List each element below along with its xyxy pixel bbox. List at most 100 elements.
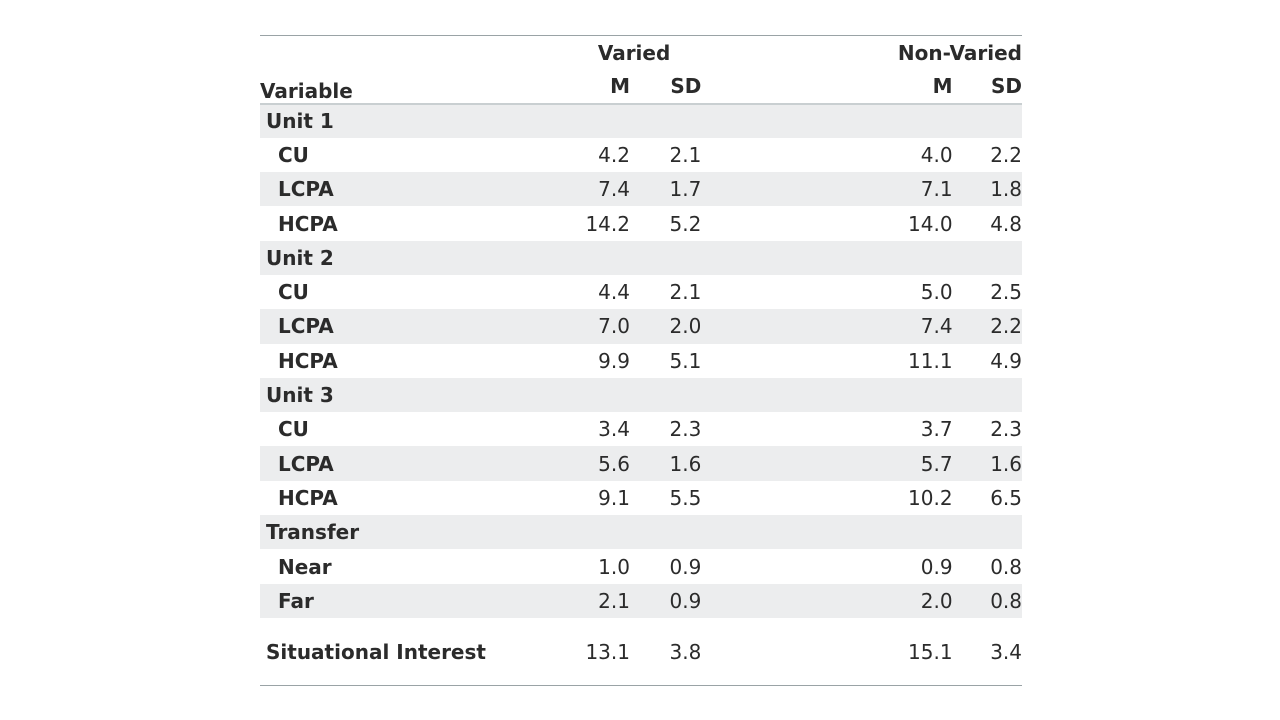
cell-varied-m: 2.1 [598,588,630,613]
cell-nonvaried-m: 10.2 [908,485,953,510]
cell-nonvaried-sd: 0.8 [990,554,1022,579]
empty-cell [701,241,858,275]
column-header-varied-m: M [536,69,630,105]
section-row: Unit 1 [260,103,1022,138]
cell-varied-m: 7.0 [598,314,630,339]
row-label: HCPA [278,211,338,236]
cell-nonvaried-m: 7.1 [920,177,953,202]
row-label: LCPA [278,177,334,202]
cell-nonvaried-sd: 4.8 [990,211,1022,236]
cell-nonvaried-m: 0.9 [920,554,953,579]
empty-cell [537,104,630,138]
table-row: LCPA 5.6 1.6 5.7 1.6 [260,446,1022,481]
table-row: LCPA 7.0 2.0 7.4 2.2 [260,309,1022,344]
cell-nonvaried-sd: 1.8 [990,177,1022,202]
table-row: Near 1.0 0.9 0.9 0.8 [260,549,1022,583]
table-row: LCPA 7.4 1.7 7.1 1.8 [260,172,1022,207]
table-row: HCPA 9.1 5.5 10.2 6.5 [260,481,1022,515]
cell-varied-m: 14.2 [585,211,630,236]
row-label: Far [278,588,314,613]
column-header-variable: Variable [260,69,537,105]
cell-varied-sd: 2.3 [669,417,702,442]
row-label: Situational Interest [266,639,486,664]
cell-varied-m: 7.4 [598,177,630,202]
cell-nonvaried-sd: 4.9 [990,348,1022,373]
row-label: LCPA [278,314,334,339]
row-label: CU [278,142,309,167]
empty-cell [858,378,953,412]
row-label: HCPA [278,348,338,373]
cell-varied-sd: 5.2 [669,211,702,236]
empty-cell [630,241,701,275]
cell-nonvaried-sd: 2.2 [990,142,1022,167]
empty-cell [630,515,701,549]
cell-nonvaried-m: 2.0 [920,588,953,613]
cell-varied-sd: 0.9 [669,588,702,613]
empty-cell [858,241,953,275]
gap-cell [701,412,858,446]
section-label: Unit 1 [266,109,334,134]
row-label: LCPA [278,451,334,476]
cell-varied-m: 9.1 [598,485,630,510]
cell-nonvaried-sd: 2.2 [990,314,1022,339]
cell-varied-sd: 1.6 [669,451,702,476]
table-row: CU 4.4 2.1 5.0 2.5 [260,275,1022,309]
table-row: Situational Interest 13.1 3.8 15.1 3.4 [260,618,1022,686]
cell-nonvaried-m: 5.7 [920,451,953,476]
row-label: HCPA [278,485,338,510]
gap-cell [701,446,858,480]
cell-varied-sd: 2.0 [669,314,702,339]
cell-varied-sd: 5.5 [669,485,702,510]
cell-varied-m: 3.4 [598,417,630,442]
cell-varied-sd: 3.8 [669,639,702,664]
table-row: CU 3.4 2.3 3.7 2.3 [260,412,1022,446]
cell-nonvaried-sd: 2.5 [990,280,1022,305]
cell-nonvaried-m: 15.1 [908,639,953,664]
cell-varied-m: 5.6 [598,451,630,476]
gap-cell [701,309,858,343]
table-row: HCPA 14.2 5.2 14.0 4.8 [260,206,1022,240]
cell-nonvaried-m: 3.7 [920,417,953,442]
group-header-row: Varied Non-Varied [260,36,1022,70]
cell-nonvaried-m: 4.0 [920,142,953,167]
cell-varied-sd: 0.9 [669,554,702,579]
cell-nonvaried-sd: 6.5 [990,485,1022,510]
empty-cell [953,515,1022,549]
empty-cell [630,378,701,412]
gap-cell [701,206,858,240]
empty-cell [858,104,953,138]
cell-nonvaried-sd: 2.3 [990,417,1022,442]
cell-nonvaried-sd: 3.4 [990,639,1022,664]
table-body: Unit 1 CU 4.2 2.1 4.0 2.2 LCPA 7.4 1.7 7.1 1.8 HCPA… [260,103,1022,686]
section-label: Transfer [266,520,360,545]
cell-varied-m: 4.2 [598,142,630,167]
cell-varied-m: 4.4 [598,280,630,305]
section-row: Unit 2 [260,240,1022,275]
gap-cell [701,618,858,686]
cell-varied-m: 9.9 [598,348,630,373]
empty-cell [953,378,1022,412]
cell-varied-sd: 1.7 [669,177,702,202]
empty-cell [537,378,630,412]
gap-cell [701,481,858,515]
empty-cell [537,241,630,275]
empty-cell [701,378,858,412]
group-header-nonvaried: Non-Varied [897,40,1022,65]
header-gap [701,69,858,105]
cell-nonvaried-m: 7.4 [920,314,953,339]
gap-cell [701,344,858,378]
row-label: CU [278,417,309,442]
table-row: HCPA 9.9 5.1 11.1 4.9 [260,344,1022,378]
cell-nonvaried-sd: 0.8 [990,588,1022,613]
empty-cell [701,515,858,549]
column-header-nonvaried-sd: SD [952,69,1022,105]
empty-cell [953,104,1022,138]
cell-nonvaried-m: 5.0 [920,280,953,305]
gap-cell [701,549,858,583]
header-spacer [260,36,537,70]
cell-nonvaried-m: 11.1 [908,348,953,373]
empty-cell [537,515,630,549]
cell-varied-m: 1.0 [598,554,630,579]
cell-nonvaried-sd: 1.6 [990,451,1022,476]
gap-cell [701,275,858,309]
